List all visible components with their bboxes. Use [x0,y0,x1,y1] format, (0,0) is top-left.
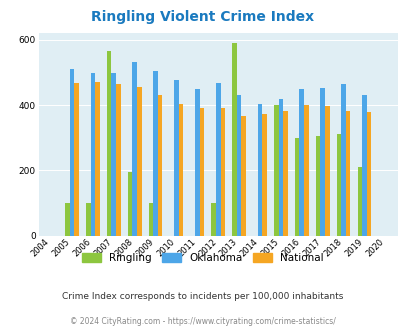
Bar [199,108,204,236]
Bar [158,95,162,236]
Bar [65,203,70,236]
Bar [336,135,341,236]
Legend: Ringling, Oklahoma, National: Ringling, Oklahoma, National [78,248,327,267]
Bar [299,89,303,236]
Text: © 2024 CityRating.com - https://www.cityrating.com/crime-statistics/: © 2024 CityRating.com - https://www.city… [70,317,335,326]
Bar [215,83,220,236]
Bar [357,167,361,236]
Bar [70,69,74,236]
Bar [257,104,262,236]
Bar [111,73,116,236]
Bar [320,88,324,236]
Bar [361,94,366,236]
Bar [273,105,278,236]
Bar [345,111,350,236]
Bar [153,71,158,236]
Bar [283,111,287,236]
Bar [148,203,153,236]
Bar [132,62,136,236]
Bar [241,116,245,236]
Bar [194,89,199,236]
Bar [366,112,371,236]
Bar [315,136,320,236]
Bar [136,87,141,236]
Bar [303,105,308,236]
Bar [116,84,120,236]
Bar [95,82,100,236]
Bar [107,51,111,236]
Bar [174,81,178,236]
Bar [211,203,215,236]
Bar [220,108,224,236]
Bar [74,83,79,236]
Bar [294,138,299,236]
Bar [324,106,329,236]
Bar [128,172,132,236]
Bar [278,99,283,236]
Bar [86,203,90,236]
Bar [178,104,183,236]
Bar [341,84,345,236]
Bar [236,95,241,236]
Bar [90,73,95,236]
Bar [262,114,266,236]
Text: Ringling Violent Crime Index: Ringling Violent Crime Index [91,10,314,24]
Text: Crime Index corresponds to incidents per 100,000 inhabitants: Crime Index corresponds to incidents per… [62,292,343,301]
Bar [232,43,236,236]
